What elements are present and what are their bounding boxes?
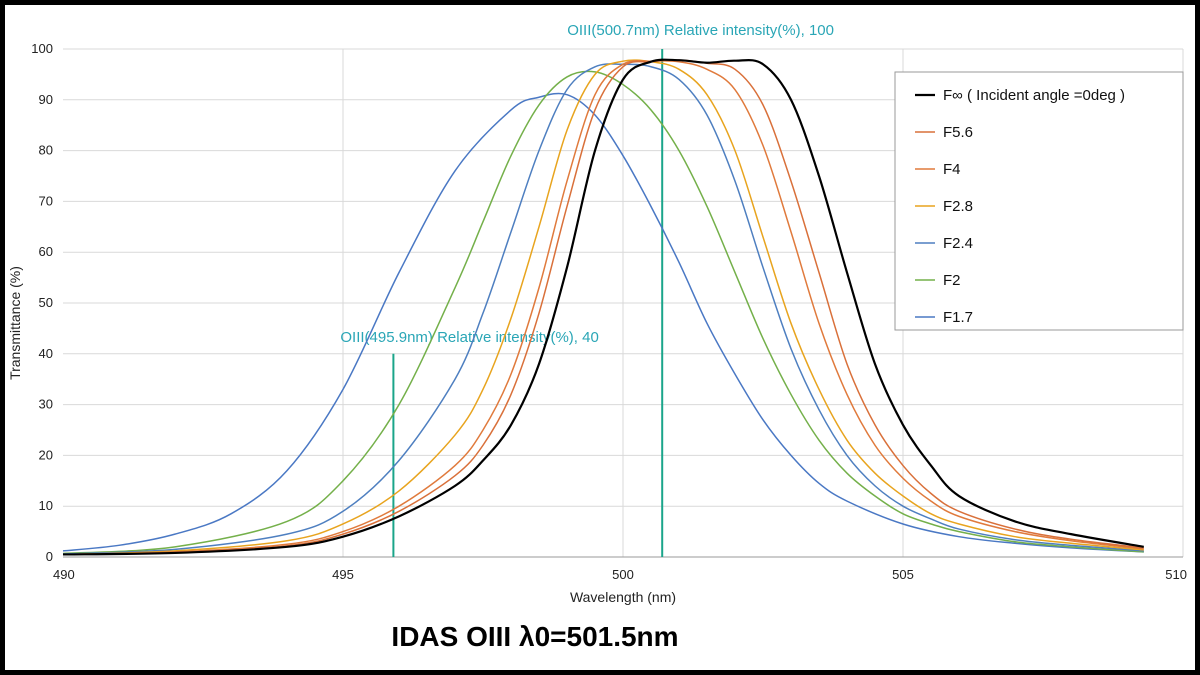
x-axis-title: Wavelength (nm) [570, 589, 676, 605]
series-line [62, 63, 1144, 555]
x-tick-label: 490 [53, 567, 75, 582]
legend-label: F2.8 [943, 198, 973, 215]
legend-label: F2.4 [943, 235, 973, 252]
y-tick-label: 10 [39, 498, 53, 513]
y-tick-label: 100 [31, 41, 53, 56]
chart-frame: OIII(500.7nm) Relative intensity(%), 100… [5, 5, 1195, 670]
tick-layer: 0 10 20 30 40 50 60 70 80 90 100 490 495 500 505 510 [31, 41, 1187, 582]
series-line [62, 70, 1144, 555]
series-line [62, 58, 1144, 556]
series-layer [62, 58, 1144, 556]
legend-label: F5.6 [943, 124, 973, 141]
y-tick-label: 20 [39, 447, 53, 462]
legend: F∞ ( Incident angle =0deg ) F5.6 F4 F2.8 F2.… [894, 71, 1184, 331]
series-line [62, 59, 1144, 556]
legend-label: F∞ ( Incident angle =0deg ) [943, 87, 1125, 104]
oiii-marker-label: OIII(500.7nm) Relative intensity(%), 100 [567, 22, 834, 39]
y-tick-label: 0 [46, 549, 53, 564]
x-tick-label: 505 [892, 567, 914, 582]
y-tick-label: 60 [39, 244, 53, 259]
marker-layer: OIII(500.7nm) Relative intensity(%), 100… [340, 22, 834, 557]
y-tick-label: 90 [39, 92, 53, 107]
y-tick-label: 70 [39, 193, 53, 208]
oiii-marker-label: OIII(495.9nm) Relative intensity(%), 40 [340, 329, 598, 346]
series-line [62, 92, 1144, 553]
x-tick-label: 500 [612, 567, 634, 582]
y-tick-label: 50 [39, 295, 53, 310]
y-tick-label: 40 [39, 346, 53, 361]
x-tick-label: 510 [1165, 567, 1187, 582]
chart-caption: IDAS OIII λ0=501.5nm [391, 621, 678, 652]
y-tick-label: 80 [39, 143, 53, 158]
legend-label: F1.7 [943, 309, 973, 326]
y-axis-title: Transmittance (%) [7, 266, 23, 380]
x-tick-label: 495 [332, 567, 354, 582]
legend-label: F2 [943, 272, 961, 289]
legend-items: F∞ ( Incident angle =0deg ) F5.6 F4 F2.8 F2.… [915, 87, 1125, 326]
transmittance-chart: OIII(500.7nm) Relative intensity(%), 100… [7, 22, 1187, 652]
legend-box [894, 71, 1184, 331]
y-tick-label: 30 [39, 397, 53, 412]
legend-label: F4 [943, 161, 961, 178]
